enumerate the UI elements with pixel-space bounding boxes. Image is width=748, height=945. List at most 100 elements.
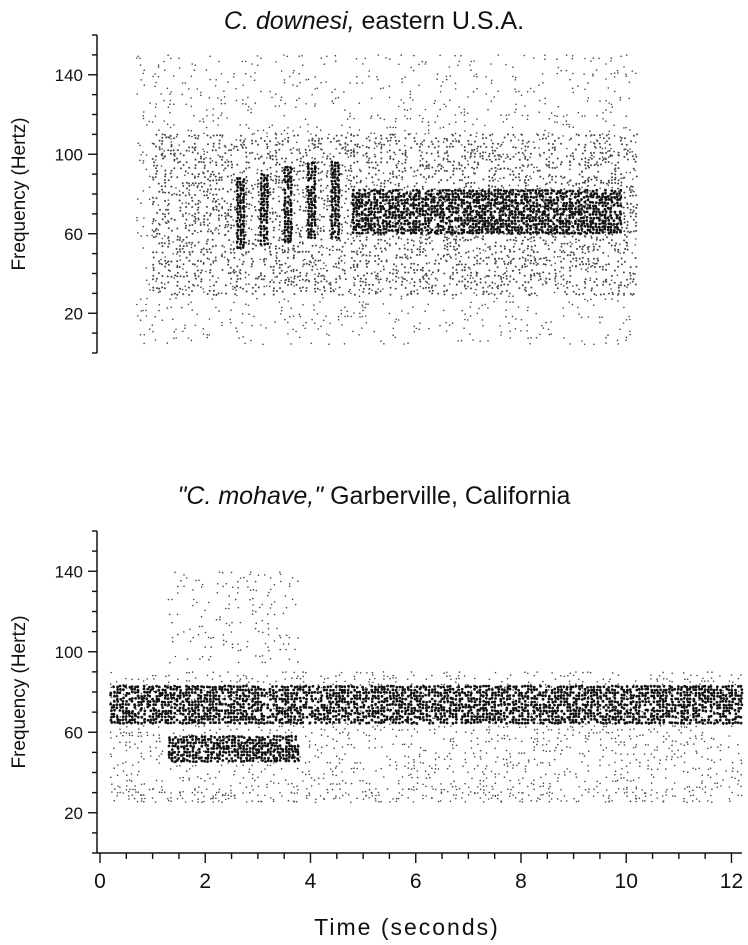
top-spectrogram-dot (178, 57, 180, 59)
top-spectrogram-dot (565, 293, 568, 296)
top-spectrogram-dot (572, 126, 574, 129)
top-spectrogram-dot (337, 166, 340, 170)
top-spectrogram-dot (610, 244, 613, 247)
top-spectrogram-dot (283, 199, 287, 203)
top-spectrogram-dot (203, 150, 205, 153)
top-spectrogram-dot (241, 146, 244, 149)
top-spectrogram-dot (557, 105, 560, 108)
top-spectrogram-dot (263, 161, 266, 164)
top-spectrogram-dot (491, 176, 494, 179)
top-spectrogram-dot (282, 208, 286, 212)
top-spectrogram-dot (626, 203, 629, 206)
top-spectrogram-dot (490, 139, 493, 142)
top-spectrogram-dot (443, 272, 446, 275)
top-spectrogram-dot (281, 166, 284, 169)
top-spectrogram-dot (500, 334, 502, 336)
top-spectrogram-dot (523, 181, 526, 183)
top-spectrogram-dot (597, 164, 600, 167)
top-spectrogram-dot (482, 325, 484, 327)
top-spectrogram-dot (274, 182, 277, 185)
top-spectrogram-dot (461, 173, 464, 176)
top-spectrogram-dot (151, 121, 154, 123)
top-spectrogram-dot (515, 239, 518, 242)
top-spectrogram-dot (430, 216, 434, 220)
top-spectrogram-dot (437, 227, 440, 230)
top-spectrogram-dot (164, 235, 166, 237)
top-spectrogram-dot (314, 134, 317, 137)
top-spectrogram-dot (474, 140, 476, 143)
top-spectrogram-dot (296, 275, 299, 278)
top-spectrogram-dot (236, 237, 240, 241)
top-spectrogram-dot (363, 274, 365, 277)
top-spectrogram-dot (590, 289, 593, 292)
top-spectrogram-dot (387, 222, 391, 226)
top-spectrogram-dot (427, 193, 430, 196)
top-spectrogram-dot (369, 203, 373, 207)
top-spectrogram-dot (518, 173, 521, 175)
top-spectrogram-dot (326, 175, 328, 178)
top-spectrogram-dot (355, 215, 358, 218)
top-spectrogram-dot (299, 279, 301, 282)
top-spectrogram-dot (427, 176, 430, 179)
top-spectrogram-dot (302, 155, 305, 158)
top-spectrogram-dot (305, 187, 308, 190)
top-spectrogram-dot (470, 214, 473, 217)
top-spectrogram-dot (314, 76, 317, 78)
top-spectrogram-dot (469, 238, 472, 241)
top-spectrogram-dot (435, 204, 439, 208)
top-spectrogram-dot (259, 272, 262, 275)
top-spectrogram-dot (245, 253, 247, 255)
top-spectrogram-dot (463, 240, 465, 242)
top-spectrogram-dot (631, 252, 634, 254)
top-spectrogram-dot (413, 284, 416, 287)
top-spectrogram-dot (430, 140, 433, 143)
top-spectrogram-dot (469, 134, 472, 137)
top-spectrogram-dot (460, 164, 463, 167)
top-spectrogram-dot (302, 191, 305, 194)
top-spectrogram-dot (529, 152, 532, 155)
top-spectrogram-dot (338, 267, 340, 269)
top-spectrogram-dot (382, 219, 385, 223)
top-spectrogram-dot (379, 228, 382, 232)
top-spectrogram-dot (320, 267, 322, 270)
top-spectrogram-dot (400, 295, 403, 298)
top-spectrogram-dot (280, 279, 283, 282)
top-spectrogram-dot (471, 166, 474, 169)
top-spectrogram-dot (211, 245, 214, 248)
top-spectrogram-dot (313, 223, 317, 227)
top-spectrogram-dot (313, 105, 316, 107)
top-spectrogram-dot (323, 163, 326, 166)
top-spectrogram-dot (506, 263, 509, 266)
top-spectrogram-dot (202, 262, 205, 265)
top-spectrogram-dot (453, 167, 456, 170)
top-spectrogram-dot (278, 259, 281, 262)
top-spectrogram-dot (149, 102, 151, 104)
top-spectrogram-dot (305, 274, 308, 277)
top-spectrogram-dot (374, 153, 376, 156)
top-spectrogram-dot (610, 274, 613, 277)
top-spectrogram-dot (536, 294, 538, 297)
top-spectrogram-dot (613, 135, 616, 137)
top-spectrogram-dot (376, 219, 380, 222)
top-spectrogram-dot (490, 292, 493, 295)
top-spectrogram-dot (281, 169, 284, 172)
top-spectrogram-dot (203, 218, 206, 221)
top-spectrogram-dot (559, 163, 562, 166)
top-spectrogram-dot (574, 148, 577, 151)
top-spectrogram-dot (191, 173, 194, 176)
top-spectrogram-dot (217, 217, 220, 220)
top-spectrogram-dot (623, 176, 626, 179)
top-spectrogram-dot (139, 159, 141, 162)
top-spectrogram-dot (227, 160, 230, 163)
top-spectrogram-dot (366, 161, 368, 164)
top-spectrogram-dot (179, 244, 182, 247)
top-spectrogram-dot (162, 212, 164, 215)
top-spectrogram-dot (305, 154, 308, 157)
top-spectrogram-dot (389, 144, 391, 146)
top-spectrogram-dot (421, 120, 424, 123)
top-spectrogram-dot (562, 177, 564, 179)
top-spectrogram-dot (242, 224, 246, 228)
top-spectrogram-dot (360, 198, 364, 202)
top-spectrogram-dot (293, 212, 296, 215)
top-spectrogram-dot (164, 259, 167, 262)
